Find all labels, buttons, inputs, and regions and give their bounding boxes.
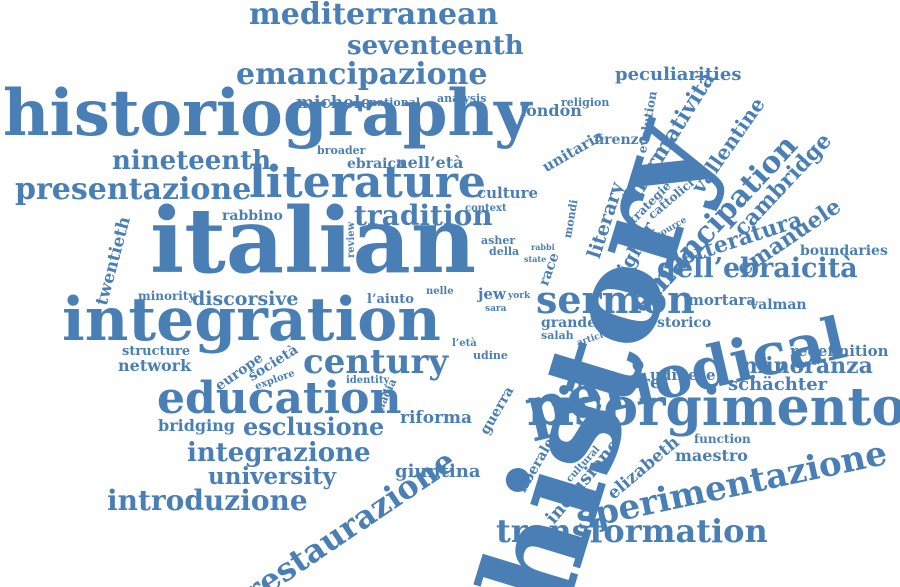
word-udinese: udinese — [650, 366, 716, 384]
word-review: review — [346, 221, 357, 258]
word-storico: storico — [657, 315, 712, 331]
word-grande: grande — [541, 315, 597, 331]
word-integrazione: integrazione — [187, 438, 371, 468]
word-italian: italian — [150, 188, 477, 294]
word-sermon: sermon — [536, 277, 695, 322]
word-emancipazione: emancipazione — [236, 57, 488, 92]
word-dellebraicita: dell’ebraicità — [657, 253, 858, 284]
word-minoranza: minoranza — [742, 353, 873, 379]
word-historiography: historiography — [3, 76, 532, 151]
word-giuntina: giuntina — [395, 461, 481, 482]
word-esclusione: esclusione — [243, 412, 385, 441]
word-london: london — [520, 101, 582, 120]
word-laiuto: l’aiuto — [367, 292, 414, 307]
word-rabbino: rabbino — [222, 208, 283, 224]
word-maestro: maestro — [675, 446, 748, 465]
word-firenze: firenze — [594, 132, 648, 148]
word-state: state — [524, 254, 547, 264]
word-udine: udine — [473, 349, 508, 362]
word-ridefinire: ridefinire — [567, 372, 662, 393]
word-salah: salah — [541, 329, 574, 342]
word-network: network — [118, 356, 192, 375]
word-literature: literature — [249, 157, 486, 208]
word-national: national — [369, 96, 421, 109]
word-mediterranean: mediterranean — [249, 0, 499, 32]
word-education: education — [157, 373, 402, 424]
word-integration: integration — [62, 285, 441, 355]
word-bridging: bridging — [158, 416, 235, 435]
word-tradition: tradition — [354, 199, 493, 232]
word-schachter: schächter — [728, 374, 828, 395]
word-nineteenth: nineteenth — [112, 146, 272, 176]
word-introduzione: introduzione — [107, 484, 308, 517]
word-context: context — [465, 203, 507, 214]
word-nelle: nelle — [426, 286, 454, 297]
word-function: function — [694, 432, 751, 446]
word-broader: broader — [317, 144, 366, 157]
word-mortara: mortara — [688, 291, 757, 309]
word-religion: religion — [561, 96, 610, 109]
word-presentazione: presentazione — [15, 172, 252, 207]
word-ebraica: ebraica — [347, 156, 406, 172]
word-seventeenth: seventeenth — [347, 31, 524, 61]
word-discorsive: discorsive — [192, 288, 299, 310]
word-jew: jew — [478, 285, 506, 303]
word-michele: michele — [296, 93, 372, 113]
word-boundaries: boundaries — [800, 243, 888, 259]
word-della: della — [489, 245, 520, 258]
word-risorgimento: risorgimento — [527, 377, 900, 438]
word-structure: structure — [122, 344, 191, 359]
word-culture: culture — [477, 184, 539, 202]
word-peculiarities: peculiarities — [615, 64, 742, 85]
word-identity: identity — [346, 375, 390, 386]
word-leta: l’età — [452, 338, 477, 349]
word-university: university — [208, 463, 336, 490]
word-asher: asher — [481, 234, 516, 247]
word-sara: sara — [485, 304, 507, 314]
word-rabbi: rabbi — [531, 242, 555, 252]
word-nelleta: nell’età — [396, 153, 464, 172]
word-redefinition: redefinition — [790, 342, 889, 360]
word-valman: valman — [750, 297, 807, 313]
word-minority: minority — [138, 289, 196, 303]
word-york: york — [508, 291, 531, 301]
word-century: century — [303, 342, 449, 382]
word-riforma: riforma — [400, 408, 473, 428]
word-analysis: analysis — [437, 92, 487, 105]
word-transformation: transformation — [496, 512, 768, 550]
